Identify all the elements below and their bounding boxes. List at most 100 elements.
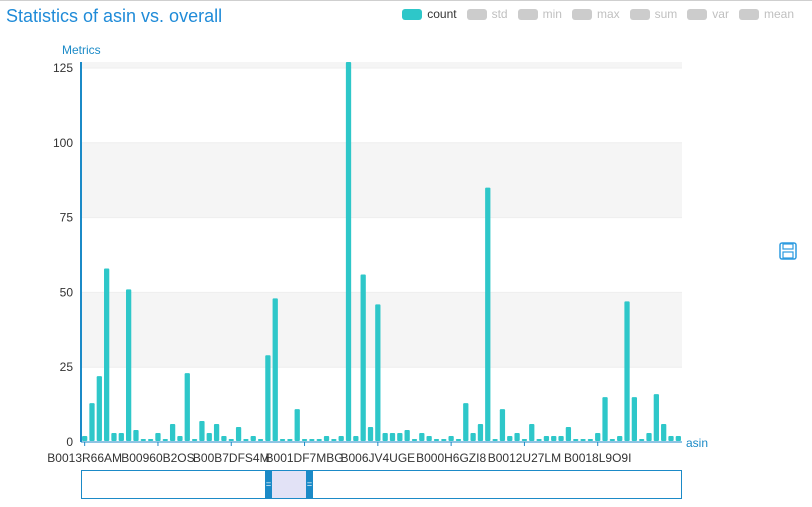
bar[interactable] xyxy=(294,409,300,441)
grid-band xyxy=(81,292,682,368)
bar[interactable] xyxy=(499,409,506,441)
legend-label: max xyxy=(596,7,620,21)
bar[interactable] xyxy=(536,439,542,441)
bar[interactable] xyxy=(316,439,322,441)
bar[interactable] xyxy=(455,439,462,441)
bar[interactable] xyxy=(126,289,132,441)
legend-item-mean[interactable]: mean xyxy=(738,7,794,21)
bar[interactable] xyxy=(177,436,183,441)
bar[interactable] xyxy=(147,439,154,441)
bar[interactable] xyxy=(375,304,381,441)
bar[interactable] xyxy=(345,62,352,441)
chart-title: Statistics of asin vs. overall xyxy=(6,6,223,26)
bar[interactable] xyxy=(441,439,447,441)
zoom-handle-left[interactable]: = xyxy=(265,470,272,499)
bar[interactable] xyxy=(573,439,579,441)
bar[interactable] xyxy=(404,430,410,441)
bar[interactable] xyxy=(228,439,234,441)
bar[interactable] xyxy=(477,424,484,441)
bar[interactable] xyxy=(617,436,623,441)
bar[interactable] xyxy=(602,397,608,441)
bar[interactable] xyxy=(367,427,374,441)
bar[interactable] xyxy=(514,433,520,441)
zoom-handle-right[interactable]: = xyxy=(306,470,313,499)
bar[interactable] xyxy=(558,436,564,441)
bar[interactable] xyxy=(521,439,528,441)
bar[interactable] xyxy=(492,439,498,441)
bar[interactable] xyxy=(595,433,601,441)
bar[interactable] xyxy=(668,436,674,441)
bar[interactable] xyxy=(382,433,388,441)
bar[interactable] xyxy=(206,433,212,441)
bar[interactable] xyxy=(353,436,359,441)
legend-item-max[interactable]: max xyxy=(571,7,620,21)
bar[interactable] xyxy=(221,436,227,441)
bar[interactable] xyxy=(82,436,88,441)
bar[interactable] xyxy=(184,373,190,441)
bar[interactable] xyxy=(96,376,102,441)
legend-item-count[interactable]: count xyxy=(402,7,457,21)
bar[interactable] xyxy=(301,439,308,441)
bar[interactable] xyxy=(104,268,110,441)
legend-item-var[interactable]: var xyxy=(687,7,729,21)
data-zoom-slider[interactable]: = = xyxy=(81,470,682,499)
save-icon[interactable] xyxy=(779,242,797,260)
bar[interactable] xyxy=(235,427,242,441)
data-zoom-window[interactable] xyxy=(267,471,312,498)
bar[interactable] xyxy=(133,430,139,441)
bar[interactable] xyxy=(551,436,557,441)
bar[interactable] xyxy=(155,433,161,441)
legend-item-std[interactable]: std xyxy=(466,7,508,21)
bar[interactable] xyxy=(639,439,645,441)
bar[interactable] xyxy=(448,436,454,441)
bar[interactable] xyxy=(485,187,491,441)
bar[interactable] xyxy=(661,424,667,441)
bar[interactable] xyxy=(287,439,293,441)
bar[interactable] xyxy=(169,424,176,441)
grid-band xyxy=(81,142,682,218)
bar[interactable] xyxy=(675,436,681,441)
bar[interactable] xyxy=(162,439,168,441)
bar[interactable] xyxy=(397,433,403,441)
x-tick-label: B001DF7MBG xyxy=(266,451,344,465)
bar[interactable] xyxy=(419,433,425,441)
bar[interactable] xyxy=(309,439,315,441)
bar[interactable] xyxy=(653,394,659,441)
bar[interactable] xyxy=(250,436,256,441)
legend-item-sum[interactable]: sum xyxy=(629,7,677,21)
bar[interactable] xyxy=(411,439,418,441)
legend-item-min[interactable]: min xyxy=(517,7,562,21)
bar[interactable] xyxy=(507,436,513,441)
bar[interactable] xyxy=(565,427,572,441)
bar[interactable] xyxy=(265,355,271,441)
bar[interactable] xyxy=(279,439,286,441)
bar[interactable] xyxy=(631,397,637,441)
bar[interactable] xyxy=(646,433,652,441)
bar[interactable] xyxy=(331,439,337,441)
bar[interactable] xyxy=(609,439,616,441)
bar[interactable] xyxy=(543,436,550,441)
bar[interactable] xyxy=(587,439,594,441)
bar[interactable] xyxy=(111,433,117,441)
bar[interactable] xyxy=(433,439,440,441)
bar[interactable] xyxy=(580,439,586,441)
bar[interactable] xyxy=(89,403,95,441)
bar[interactable] xyxy=(323,436,330,441)
bar[interactable] xyxy=(257,439,264,441)
bar[interactable] xyxy=(213,424,220,441)
bar[interactable] xyxy=(140,439,146,441)
bar[interactable] xyxy=(463,403,469,441)
bar[interactable] xyxy=(426,436,432,441)
y-tick-label: 0 xyxy=(66,435,73,449)
bar[interactable] xyxy=(470,433,476,441)
bar[interactable] xyxy=(118,433,124,441)
bar[interactable] xyxy=(272,298,278,441)
bar[interactable] xyxy=(360,274,366,441)
bar[interactable] xyxy=(199,421,205,441)
bar[interactable] xyxy=(243,439,249,441)
bar[interactable] xyxy=(389,433,396,441)
bar[interactable] xyxy=(191,439,198,441)
bar[interactable] xyxy=(624,301,630,441)
bar[interactable] xyxy=(338,436,344,441)
bar[interactable] xyxy=(529,424,535,441)
